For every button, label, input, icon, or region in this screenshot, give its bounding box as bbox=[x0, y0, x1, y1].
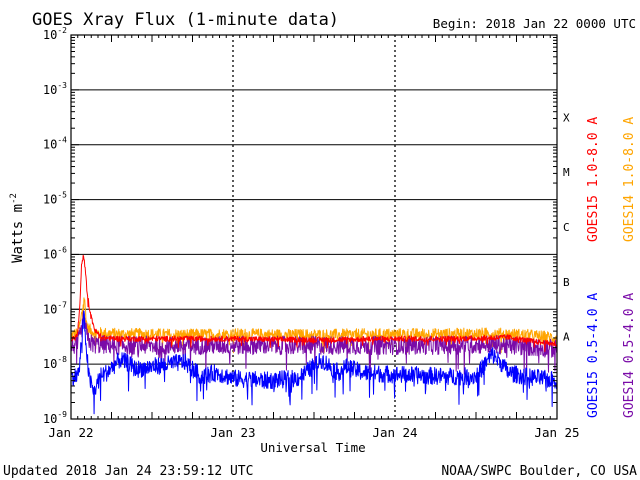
flare-class-label: B bbox=[563, 276, 570, 289]
x-tick-label: Jan 25 bbox=[534, 425, 579, 440]
y-tick-label: 10-8 bbox=[43, 355, 67, 371]
y-tick-label: 10-6 bbox=[43, 245, 67, 261]
series-line bbox=[70, 297, 558, 355]
y-axis-label: Watts m-2 bbox=[9, 193, 26, 263]
flare-class-label: A bbox=[563, 331, 570, 344]
y-tick-exponent: -6 bbox=[57, 245, 67, 254]
flare-class-label: C bbox=[563, 221, 570, 234]
legend-goes14-short: GOES14 0.5-4.0 A bbox=[622, 293, 637, 418]
series-layer bbox=[70, 254, 558, 415]
credit-label: NOAA/SWPC Boulder, CO USA bbox=[441, 464, 637, 479]
y-tick-base: 10 bbox=[43, 302, 57, 316]
flare-class-label: M bbox=[563, 166, 570, 179]
x-axis-ticks: Jan 22 Jan 23 Jan 24 Jan 25 bbox=[48, 35, 580, 440]
y-tick-exponent: -8 bbox=[57, 355, 67, 364]
chart-title: GOES Xray Flux (1-minute data) bbox=[32, 10, 339, 30]
y-tick-base: 10 bbox=[43, 193, 57, 207]
updated-timestamp: Updated 2018 Jan 24 23:59:12 UTC bbox=[3, 464, 253, 479]
y-axis-label-group: Watts m-2 bbox=[9, 193, 26, 263]
flare-class-labels: X M C B A bbox=[563, 111, 570, 343]
y-tick-exponent: -3 bbox=[57, 81, 67, 90]
x-tick-label: Jan 23 bbox=[210, 425, 255, 440]
y-tick-label: 10-5 bbox=[43, 191, 67, 207]
y-tick-exponent: -9 bbox=[57, 410, 67, 419]
y-tick-exponent: -7 bbox=[57, 300, 67, 309]
y-tick-base: 10 bbox=[43, 357, 57, 371]
y-tick-exponent: -5 bbox=[57, 191, 67, 200]
y-tick-label: 10-2 bbox=[43, 26, 67, 42]
y-tick-label: 10-7 bbox=[43, 300, 67, 316]
y-tick-base: 10 bbox=[43, 83, 57, 97]
legend-goes15-short: GOES15 0.5-4.0 A bbox=[586, 293, 601, 418]
y-tick-base: 10 bbox=[43, 412, 57, 426]
y-tick-label: 10-3 bbox=[43, 81, 67, 97]
y-axis-ticks: 10-210-310-410-510-610-710-810-9 bbox=[43, 26, 557, 426]
y-tick-base: 10 bbox=[43, 138, 57, 152]
y-tick-base: 10 bbox=[43, 28, 57, 42]
legend-goes14-long: GOES14 1.0-8.0 A bbox=[622, 117, 637, 242]
y-tick-label: 10-9 bbox=[43, 410, 67, 426]
series-line bbox=[70, 310, 558, 415]
y-axis-label-exponent: -2 bbox=[9, 193, 19, 204]
y-axis-label-text: Watts m bbox=[10, 204, 26, 263]
x-tick-label: Jan 22 bbox=[48, 425, 93, 440]
x-axis-label: Universal Time bbox=[260, 440, 365, 455]
begin-label: Begin: 2018 Jan 22 0000 UTC bbox=[433, 16, 636, 31]
series-line bbox=[70, 310, 558, 377]
y-tick-exponent: -4 bbox=[57, 136, 67, 145]
x-tick-label: Jan 24 bbox=[372, 425, 417, 440]
y-tick-exponent: -2 bbox=[57, 26, 67, 35]
flare-class-label: X bbox=[563, 111, 570, 124]
y-tick-label: 10-4 bbox=[43, 136, 67, 152]
y-tick-base: 10 bbox=[43, 247, 57, 261]
plot-grid bbox=[71, 35, 557, 419]
legend-goes15-long: GOES15 1.0-8.0 A bbox=[586, 117, 601, 242]
series-line bbox=[70, 254, 558, 353]
